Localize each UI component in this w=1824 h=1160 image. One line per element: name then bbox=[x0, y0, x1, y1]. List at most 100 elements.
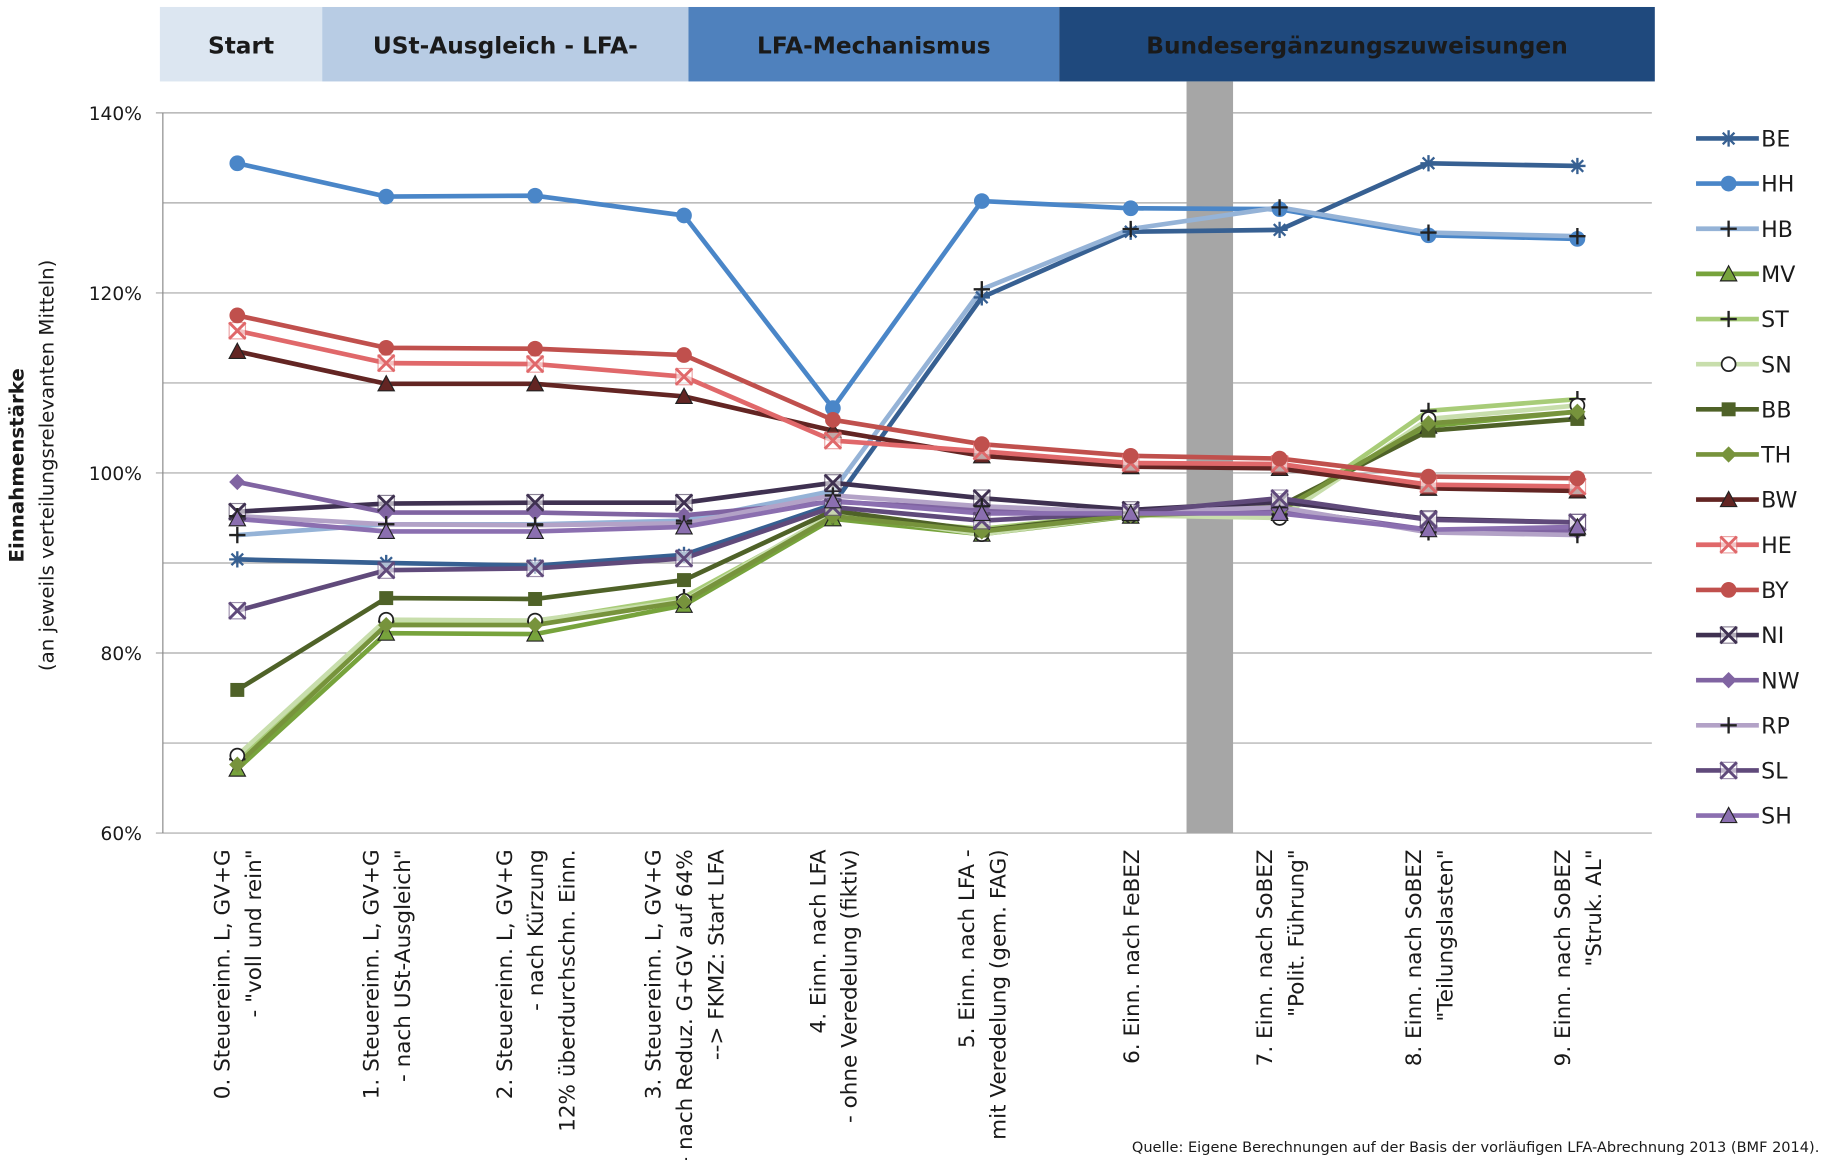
marker bbox=[1122, 200, 1139, 217]
marker-cross bbox=[525, 354, 545, 374]
marker bbox=[1720, 130, 1737, 147]
marker-cross bbox=[228, 601, 247, 620]
marker bbox=[525, 559, 545, 578]
marker bbox=[1420, 224, 1437, 241]
marker bbox=[1719, 264, 1738, 282]
marker bbox=[1270, 488, 1289, 508]
legend-label: TH bbox=[1760, 443, 1791, 469]
marker-cross bbox=[228, 321, 247, 340]
marker-cross bbox=[1719, 535, 1738, 554]
marker-cross bbox=[1719, 761, 1738, 780]
marker bbox=[378, 188, 395, 205]
marker bbox=[1271, 450, 1288, 467]
x-tick-label: 5. Einn. nach LFA - bbox=[955, 849, 980, 1048]
marker bbox=[229, 307, 246, 324]
marker bbox=[676, 207, 692, 224]
series-line bbox=[236, 349, 1578, 494]
marker bbox=[377, 353, 396, 373]
x-tick-label: - nach Kürzung bbox=[524, 849, 549, 1011]
marker bbox=[1569, 470, 1586, 487]
phase-label: Bundesergänzungszuweisungen bbox=[1146, 33, 1567, 60]
legend-label: SL bbox=[1761, 759, 1788, 785]
marker bbox=[674, 517, 694, 535]
x-tick-label: 9. Einn. nach SoBEZ bbox=[1551, 849, 1576, 1066]
series-line bbox=[235, 409, 1578, 771]
marker bbox=[378, 339, 395, 356]
x-tick-label: "Polit. Führung" bbox=[1284, 849, 1309, 1017]
marker bbox=[377, 561, 396, 580]
legend-label: RP bbox=[1761, 713, 1790, 739]
marker bbox=[377, 522, 396, 540]
marker-cross bbox=[674, 493, 694, 512]
x-tick-label: 6. Einn. nach FeBEZ bbox=[1120, 849, 1145, 1064]
x-tick-label: 3. Steuereinn. L, GV+G bbox=[642, 849, 667, 1099]
y-axis-subtitle: (an jeweils verteilungsrelevanten Mittel… bbox=[36, 260, 59, 671]
marker bbox=[228, 601, 247, 620]
x-tick-label: - "voll und rein" bbox=[242, 849, 267, 1017]
marker bbox=[1720, 446, 1737, 463]
x-tick-label: 4. Einn. nach LFA bbox=[806, 849, 831, 1033]
marker-cross bbox=[1719, 625, 1738, 645]
x-tick-label: 0. Steuereinn. L, GV+G bbox=[211, 849, 236, 1099]
marker bbox=[1719, 761, 1738, 780]
marker-cross bbox=[1419, 510, 1438, 529]
marker bbox=[1419, 520, 1438, 538]
phase-band bbox=[322, 6, 689, 82]
series-line bbox=[236, 313, 1578, 481]
marker bbox=[1720, 310, 1737, 328]
marker bbox=[677, 573, 691, 588]
marker bbox=[823, 491, 843, 509]
marker bbox=[229, 155, 246, 172]
marker bbox=[1569, 228, 1586, 245]
marker bbox=[525, 374, 545, 392]
marker bbox=[525, 624, 545, 642]
marker-cross bbox=[1270, 488, 1289, 508]
marker bbox=[228, 342, 247, 359]
marker bbox=[674, 549, 694, 568]
y-tick-label: 60% bbox=[101, 824, 142, 845]
marker bbox=[1419, 510, 1438, 529]
legend-label: BW bbox=[1761, 488, 1797, 514]
marker bbox=[973, 281, 990, 298]
legend-label: NW bbox=[1761, 668, 1800, 694]
marker bbox=[973, 193, 990, 209]
y-tick-label: 120% bbox=[89, 284, 142, 305]
marker bbox=[525, 522, 545, 540]
marker-cross bbox=[823, 431, 843, 450]
phase-label: LFA-Mechanismus bbox=[757, 33, 991, 60]
y-tick-label: 80% bbox=[101, 644, 142, 665]
marker bbox=[377, 374, 396, 392]
marker-cross bbox=[377, 353, 396, 373]
marker bbox=[526, 616, 544, 634]
marker bbox=[973, 436, 990, 453]
marker bbox=[1719, 806, 1738, 824]
marker bbox=[1271, 199, 1288, 216]
marker bbox=[528, 592, 543, 606]
marker bbox=[825, 411, 841, 428]
legend-label: BE bbox=[1761, 127, 1790, 153]
marker bbox=[972, 504, 991, 522]
phase-band bbox=[1059, 6, 1655, 82]
phase-band bbox=[159, 6, 323, 82]
phase-label: Start bbox=[208, 33, 274, 60]
legend-label: HH bbox=[1761, 172, 1794, 198]
x-tick-label: --> FKMZ: Start LFA bbox=[705, 849, 730, 1060]
x-tick-label: "Teilungslasten" bbox=[1433, 849, 1458, 1021]
series-line bbox=[237, 205, 1578, 538]
x-tick-label: "Struk. AL" bbox=[1582, 849, 1607, 966]
y-tick-label: 140% bbox=[89, 104, 142, 125]
marker bbox=[1719, 490, 1738, 508]
x-tick-label: 2. Steuereinn. L, GV+G bbox=[493, 849, 518, 1099]
marker-cross bbox=[674, 549, 694, 568]
legend-label: SH bbox=[1761, 804, 1792, 830]
marker bbox=[823, 431, 843, 450]
marker bbox=[230, 682, 245, 697]
marker bbox=[1420, 155, 1437, 172]
series-line bbox=[236, 495, 1578, 613]
y-tick-label: 100% bbox=[89, 464, 142, 485]
legend-label: MV bbox=[1761, 262, 1795, 288]
marker bbox=[1270, 504, 1289, 522]
legend-label: HE bbox=[1761, 533, 1792, 559]
marker bbox=[1719, 535, 1738, 554]
